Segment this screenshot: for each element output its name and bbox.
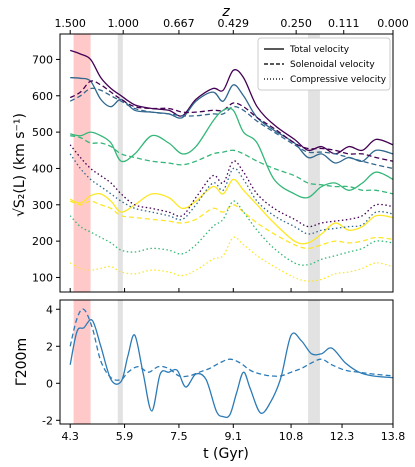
legend-label-solenoidal: Solenoidal velocity [290,60,375,70]
top-series-line-2 [69,80,393,162]
bottom-x-ticks: 4.3 5.9 7.5 9.1 10.8 12.3 13.8 [61,288,405,443]
legend: Total velocity Solenoidal velocity Compr… [257,37,391,91]
legend-label-compressive: Compressive velocity [290,75,387,85]
bottom-y-tick-label-2: 2 [46,340,53,353]
top-y-axis-label: √S₂(L) (km s⁻¹) [12,113,28,217]
top-y-tick-label-5: 600 [32,90,53,103]
bottom-x-tick-label-5: 12.3 [330,430,355,443]
bottom-axes-frame [59,299,394,425]
bottom-series-line-0 [69,319,393,419]
bottom-x-tick-label-3: 9.1 [225,430,243,443]
bottom-series-line-1 [69,308,393,381]
bottom-series-lines [69,308,393,419]
top-axis-z-label: z [221,4,230,20]
bottom-shaded-band-0 [73,300,91,424]
bottom-x-tick-label-1: 5.9 [116,430,134,443]
top-series-line-1 [70,76,393,164]
redshift-tick-label-2: 0.667 [163,17,195,30]
bottom-y-ticks: -2 0 2 4 [42,303,60,427]
top-redshift-ticks: 1.500 1.000 0.667 0.429 0.250 0.111 0.000 [54,17,409,34]
redshift-tick-label-6: 0.000 [377,17,409,30]
bottom-shaded-band-1 [117,300,123,424]
top-y-tick-label-1: 200 [32,235,53,248]
legend-frame [257,37,391,91]
bottom-x-tick-label-0: 4.3 [61,430,79,443]
redshift-tick-label-0: 1.500 [54,17,86,30]
bottom-x-tick-label-2: 7.5 [170,430,188,443]
top-shaded-bands [73,34,320,292]
bottom-y-tick-label-0: -2 [42,414,53,427]
bottom-y-tick-label-3: 4 [46,303,53,316]
redshift-tick-label-5: 0.111 [328,17,360,30]
top-y-tick-label-6: 700 [32,53,53,66]
bottom-panel: -2 0 2 4 4.3 5.9 7.5 9.1 10.8 12.3 13.8 t (Gyr) Γ… [14,288,405,462]
top-y-tick-label-3: 400 [32,162,53,175]
top-shaded-band-2 [308,34,320,292]
redshift-tick-label-4: 0.250 [280,17,312,30]
top-series-line-5 [70,135,393,195]
legend-label-total: Total velocity [289,45,350,55]
top-y-tick-label-4: 500 [32,126,53,139]
redshift-tick-label-3: 0.429 [218,17,250,30]
top-series-line-6 [69,178,393,245]
top-series-line-4 [70,107,393,199]
top-y-ticks: 100 200 300 400 500 600 700 [32,53,60,284]
bottom-x-axis-label: t (Gyr) [203,446,249,462]
top-series-line-7 [69,200,393,250]
top-axes-frame [59,33,394,293]
top-series-lines [69,49,393,282]
bottom-shaded-bands [73,300,320,424]
top-y-tick-label-0: 100 [32,271,53,284]
top-panel: 100 200 300 400 500 600 700 1.500 1.000 0.667 0.4… [12,4,409,293]
top-series-line-9 [69,153,393,235]
bottom-y-tick-label-1: 0 [46,377,53,390]
bottom-x-tick-label-6: 13.8 [381,430,406,443]
bottom-y-axis-label: Γ200m [14,338,30,386]
top-shaded-band-1 [117,34,123,292]
redshift-tick-label-1: 1.000 [107,17,139,30]
top-series-line-3 [69,87,393,170]
bottom-x-tick-label-4: 10.8 [279,430,304,443]
top-y-tick-label-2: 300 [32,199,53,212]
top-shaded-band-0 [73,34,91,292]
top-series-line-8 [69,144,393,228]
